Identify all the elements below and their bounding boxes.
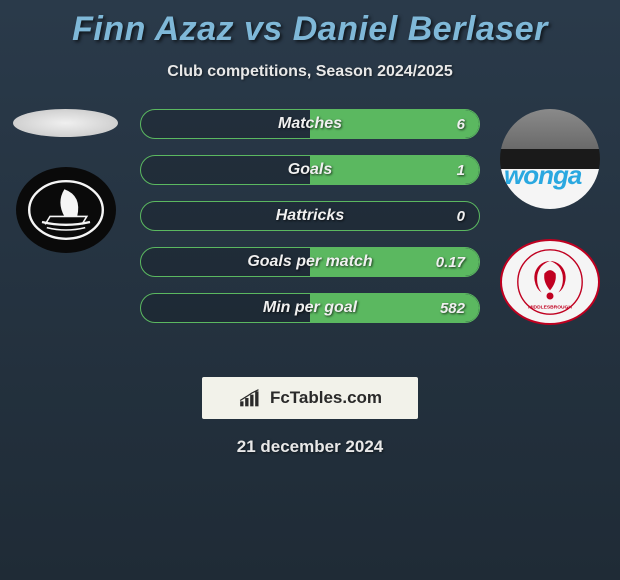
stat-bar: Matches 6 [140, 109, 480, 139]
jersey-sponsor-text: wonga [504, 160, 581, 191]
svg-text:MIDDLESBROUGH: MIDDLESBROUGH [528, 305, 572, 311]
stat-value-right: 6 [457, 116, 465, 133]
content-area: wonga MIDDLESBROUGH Matches 6 Goals 1 Hattri… [0, 109, 620, 359]
stat-value-right: 582 [440, 300, 465, 317]
page-title: Finn Azaz vs Daniel Berlaser [0, 0, 620, 49]
stat-bar: Goals 1 [140, 155, 480, 185]
subtitle: Club competitions, Season 2024/2025 [0, 63, 620, 81]
stat-value-right: 1 [457, 162, 465, 179]
stat-label: Goals per match [247, 253, 372, 271]
fctables-logo-icon [238, 388, 264, 408]
stat-value-right: 0.17 [436, 254, 465, 271]
plymouth-icon [26, 178, 106, 242]
brand-text: FcTables.com [270, 388, 382, 408]
stat-label: Min per goal [263, 299, 357, 317]
stat-label: Hattricks [276, 207, 344, 225]
comparison-card: Finn Azaz vs Daniel Berlaser Club compet… [0, 0, 620, 580]
stats-bars: Matches 6 Goals 1 Hattricks 0 Goals per match 0… [140, 109, 480, 323]
club-badge-middlesbrough: MIDDLESBROUGH [500, 239, 600, 325]
player-left-silhouette [13, 109, 118, 137]
left-player-column [8, 109, 123, 253]
right-player-column: wonga MIDDLESBROUGH [490, 109, 610, 325]
stat-bar: Goals per match 0.17 [140, 247, 480, 277]
bar-fill-right [310, 156, 479, 184]
stat-bar: Min per goal 582 [140, 293, 480, 323]
stat-bar: Hattricks 0 [140, 201, 480, 231]
date-text: 21 december 2024 [0, 437, 620, 457]
player-right-photo: wonga [500, 109, 600, 209]
stat-label: Goals [288, 161, 332, 179]
middlesbrough-icon: MIDDLESBROUGH [515, 247, 585, 317]
brand-box: FcTables.com [202, 377, 418, 419]
stat-label: Matches [278, 115, 342, 133]
stat-value-right: 0 [457, 208, 465, 225]
club-badge-plymouth [16, 167, 116, 253]
